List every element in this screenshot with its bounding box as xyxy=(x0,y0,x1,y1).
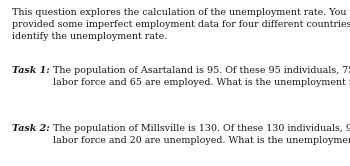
Text: Task 2:: Task 2: xyxy=(12,124,53,133)
Text: The population of Asartaland is 95. Of these 95 individuals, 75 are in the
labor: The population of Asartaland is 95. Of t… xyxy=(53,66,350,87)
Text: The population of Millsville is 130. Of these 130 individuals, 90 are in the
lab: The population of Millsville is 130. Of … xyxy=(53,124,350,145)
Text: Task 1:: Task 1: xyxy=(12,66,53,75)
Text: This question explores the calculation of the unemployment rate. You will be
pro: This question explores the calculation o… xyxy=(12,8,350,41)
